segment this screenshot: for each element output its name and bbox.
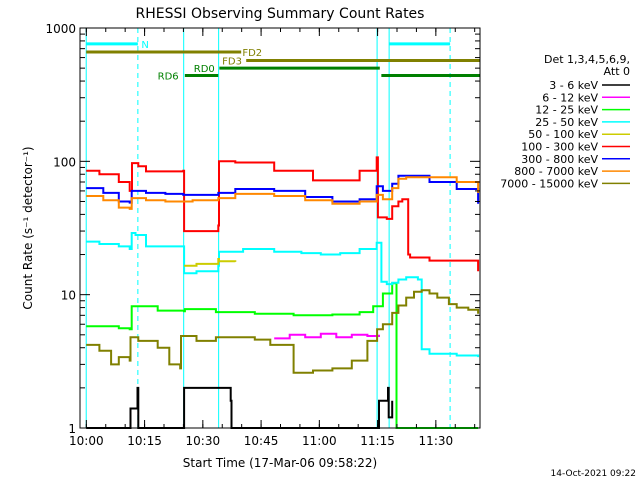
series-line-25-50-kev [86, 232, 480, 358]
series-group [86, 156, 480, 429]
band-label-fd3: FD3 [222, 57, 242, 68]
x-axis: 10:00 10:15 10:30 10:45 11:00 11:15 11:30 [69, 28, 476, 448]
y-tick-label-1000: 1000 [45, 22, 76, 36]
x-tick-label-10-45: 10:45 [244, 434, 279, 448]
x-tick-label-11-15: 11:15 [360, 434, 395, 448]
x-axis-label: Start Time (17-Mar-06 09:58:22) [183, 456, 377, 470]
footer-timestamp: 14-Oct-2021 09:22 [551, 469, 636, 479]
x-tick-label-10-30: 10:30 [186, 434, 221, 448]
x-tick-label-11-30: 11:30 [419, 434, 454, 448]
y-axis-label: Count Rate (s⁻¹ detector⁻¹) [21, 146, 35, 309]
series-line-6-12-kev [274, 332, 380, 340]
legend-label-3-6-kev: 3 - 6 keV [549, 79, 598, 92]
x-tick-label-11-00: 11:00 [302, 434, 337, 448]
legend-label-6-12-kev: 6 - 12 keV [542, 91, 598, 104]
legend-label-100-300-kev: 100 - 300 keV [521, 141, 598, 154]
x-tick-label-10-15: 10:15 [127, 434, 162, 448]
plot-frame [79, 27, 481, 429]
series-line-800-7000-kev [86, 176, 480, 210]
y-tick-label-10: 10 [61, 289, 76, 303]
series-line-7000-15000-kev [86, 289, 480, 374]
series-line-300-800-kev [86, 174, 480, 204]
legend-label-50-100-kev: 50 - 100 keV [528, 128, 598, 141]
series-line-12-25-kev [86, 282, 479, 429]
band-label-n: N [141, 40, 148, 51]
legend-label-12-25-kev: 12 - 25 keV [535, 104, 598, 117]
series-line-50-100-kev [184, 258, 237, 267]
legend-label-25-50-kev: 25 - 50 keV [535, 116, 598, 129]
legend-header-line-1: Att 0 [604, 65, 630, 78]
series-line-100-300-kev [86, 156, 480, 272]
legend-label-7000-15000-kev: 7000 - 15000 keV [500, 177, 598, 190]
band-label-rd0: RD0 [194, 64, 215, 75]
legend-label-800-7000-kev: 800 - 7000 keV [514, 165, 598, 178]
x-tick-label-10-00: 10:00 [69, 434, 104, 448]
y-tick-label-1: 1 [68, 422, 76, 436]
legend-label-300-800-kev: 300 - 800 keV [521, 153, 598, 166]
band-label-fd2: FD2 [242, 48, 262, 59]
legend-header-line-0: Det 1,3,4,5,6,9, [544, 53, 630, 66]
y-tick-label-100: 100 [53, 155, 76, 169]
band-label-rd6: RD6 [158, 72, 179, 83]
y-axis: 1 10 100 1000 [45, 22, 480, 436]
chart-title: RHESSI Observing Summary Count Rates [136, 6, 425, 22]
series-line-3-6-kev [86, 386, 394, 429]
